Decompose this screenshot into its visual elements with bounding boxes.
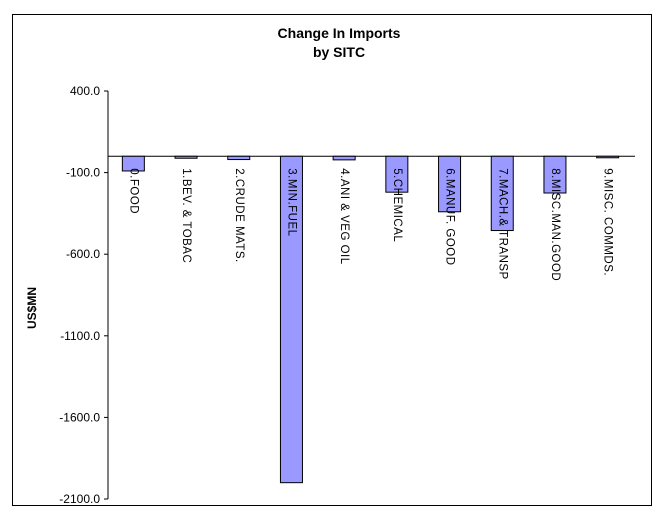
category-labels-layer: 0.FOOD 1.BEV. & TOBAC 2.CRUDE MATS. 3.MIN.F… [127, 168, 613, 281]
category-label: 7.MACH.& TRANSP [496, 168, 508, 279]
axis-layer: 400.0 -100.0 -600.0 -1100.0 -1600.0 -2100.0 [59, 84, 635, 505]
bar [385, 155, 409, 193]
bar [543, 155, 567, 194]
bar [490, 155, 514, 232]
y-tick-label: -1100.0 [60, 329, 100, 343]
chart-title-line-2: by SITC [313, 44, 365, 60]
bar [279, 155, 303, 484]
category-label: 1.BEV. & TOBAC [180, 168, 192, 263]
y-tick-label: -2100.0 [59, 492, 100, 505]
bar [596, 155, 620, 159]
bar [332, 155, 356, 161]
y-tick-label: -100.0 [66, 166, 100, 180]
y-tick-label: 400.0 [70, 84, 100, 98]
bar [227, 155, 251, 161]
bars-layer [121, 155, 620, 484]
bar [438, 155, 462, 213]
category-label: 0.FOOD [127, 168, 139, 214]
category-label: 5.CHEMICAL [391, 168, 403, 242]
category-label: 6.MANUF. GOOD [444, 168, 456, 265]
chart-frame: Change In Imports by SITC US$MN 400.0 -10… [12, 14, 652, 506]
category-label: 9.MISC. COMMDS. [602, 168, 614, 276]
y-tick-label: -1600.0 [59, 410, 100, 424]
bar [121, 155, 145, 172]
y-axis-label: US$MN [25, 287, 39, 329]
category-label: 3.MIN.FUEL [285, 168, 297, 236]
category-label: 8.MISC.MAN.GOOD [549, 168, 561, 281]
category-label: 4.ANI & VEG OIL [338, 168, 350, 264]
chart: Change In Imports by SITC US$MN 400.0 -10… [25, 25, 635, 505]
y-tick-label: -600.0 [66, 247, 100, 261]
chart-title-line-1: Change In Imports [278, 25, 401, 41]
category-label: 2.CRUDE MATS. [233, 168, 245, 262]
bar [174, 155, 198, 159]
